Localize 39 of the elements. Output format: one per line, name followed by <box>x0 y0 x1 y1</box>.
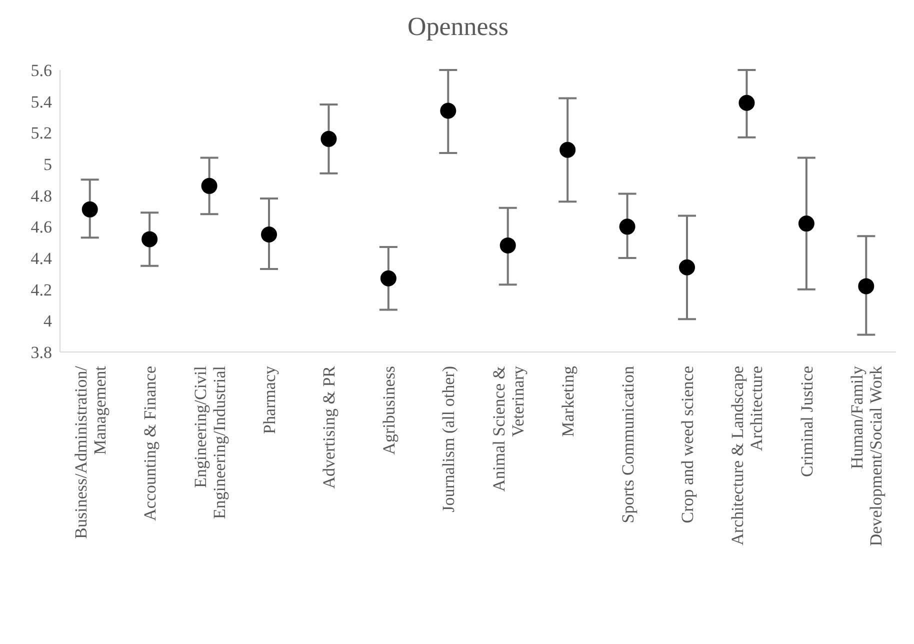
y-tick-label: 4 <box>44 312 52 331</box>
y-tick-label: 4.2 <box>30 280 52 300</box>
x-tick-label: Accounting & Finance <box>140 366 160 521</box>
chart-title: Openness <box>406 12 510 42</box>
point <box>500 237 516 254</box>
point <box>798 216 814 232</box>
point <box>261 226 277 242</box>
point <box>858 278 874 294</box>
point <box>619 218 636 235</box>
x-tick-label: Animal Science & Veterinary <box>489 366 528 492</box>
x-tick-label: Engineering/Civil Engineering/Industrial <box>190 366 229 519</box>
y-tick-label: 5.4 <box>30 92 52 112</box>
x-tick-label: Agribusiness <box>379 366 398 455</box>
x-tick-label: Marketing <box>558 366 578 437</box>
x-tick-label: Pharmacy <box>260 366 279 434</box>
y-tick-label: 5 <box>44 155 52 174</box>
y-tick-label: 4.6 <box>30 218 52 237</box>
point <box>440 102 456 119</box>
point <box>738 94 755 111</box>
x-tick-label: Crop and weed science <box>678 366 697 524</box>
x-tick-label: Architecture & Landscape Architecture <box>728 366 766 546</box>
x-tick-label: Sports Communication <box>618 366 638 524</box>
x-tick-label: Advertising & PR <box>320 365 339 489</box>
y-tick-label: 4.4 <box>30 249 52 268</box>
x-tick-label: Journalism (all other) <box>439 366 458 512</box>
point <box>201 178 218 194</box>
point <box>560 142 576 158</box>
point <box>142 231 158 248</box>
x-tick-label: Criminal Justice <box>797 366 816 477</box>
point <box>679 259 695 276</box>
point <box>380 270 396 286</box>
point <box>82 201 98 218</box>
y-tick-label: 5.6 <box>30 61 52 80</box>
point <box>320 130 337 147</box>
y-tick-label: 4.8 <box>30 186 52 206</box>
y-tick-label: 3.8 <box>30 343 52 362</box>
x-tick-label: Business/Administration/Management <box>71 366 110 539</box>
y-tick-label: 5.2 <box>30 124 52 143</box>
x-tick-label: Human/Family Development/Social Work <box>848 366 886 546</box>
